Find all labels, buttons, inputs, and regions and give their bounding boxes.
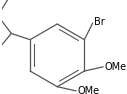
Text: OMe: OMe (77, 86, 99, 94)
Text: OMe: OMe (104, 62, 126, 72)
Text: Br: Br (94, 17, 105, 27)
